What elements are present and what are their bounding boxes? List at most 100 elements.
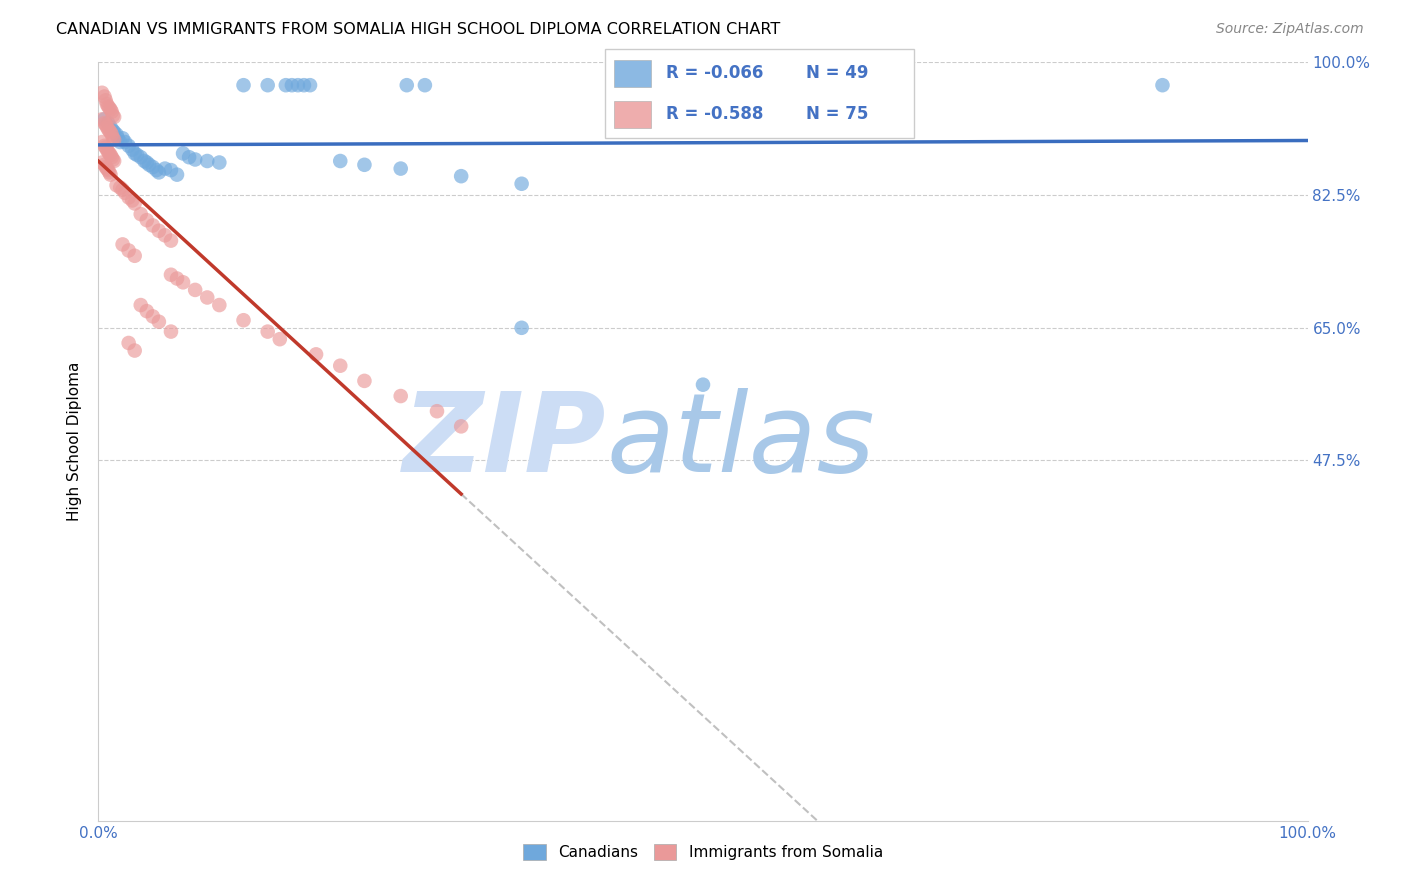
Point [510, 320, 533, 334]
Point [389, 161, 412, 176]
Point [256, 78, 278, 92]
Point [118, 335, 141, 350]
Point [160, 234, 183, 248]
Point [103, 125, 125, 139]
Point [107, 131, 129, 145]
Text: Source: ZipAtlas.com: Source: ZipAtlas.com [1216, 22, 1364, 37]
Point [98, 123, 121, 137]
Point [124, 343, 146, 358]
Point [305, 347, 328, 361]
Point [96, 143, 118, 157]
Point [127, 148, 149, 162]
Point [97, 145, 120, 159]
Point [138, 158, 160, 172]
Point [232, 78, 254, 92]
Point [153, 161, 176, 176]
Point [97, 116, 120, 130]
Point [118, 244, 141, 258]
Point [97, 163, 120, 178]
Point [142, 219, 165, 233]
Point [172, 275, 194, 289]
Point [426, 404, 449, 418]
Point [93, 116, 115, 130]
Point [97, 99, 120, 113]
Point [195, 291, 218, 305]
Point [124, 249, 146, 263]
Point [111, 237, 134, 252]
FancyBboxPatch shape [605, 49, 914, 138]
Point [94, 94, 117, 108]
Point [114, 186, 136, 200]
Point [114, 135, 136, 149]
Point [121, 143, 143, 157]
Point [100, 104, 122, 119]
Text: CANADIAN VS IMMIGRANTS FROM SOMALIA HIGH SCHOOL DIPLOMA CORRELATION CHART: CANADIAN VS IMMIGRANTS FROM SOMALIA HIGH… [56, 22, 780, 37]
Point [450, 419, 472, 434]
Text: N = 49: N = 49 [806, 64, 868, 82]
Point [101, 153, 124, 167]
Point [97, 122, 120, 136]
Point [100, 168, 122, 182]
Text: ZIP: ZIP [402, 388, 606, 495]
Point [329, 153, 352, 168]
Point [153, 228, 176, 243]
Point [103, 153, 125, 168]
Point [166, 168, 188, 182]
Point [145, 163, 167, 178]
Y-axis label: High School Diploma: High School Diploma [67, 362, 83, 521]
Point [292, 78, 315, 92]
Point [111, 183, 134, 197]
Point [91, 86, 114, 100]
Point [94, 160, 117, 174]
Point [94, 118, 117, 132]
Point [98, 165, 121, 179]
Point [184, 283, 207, 297]
Point [281, 78, 304, 92]
Point [510, 177, 533, 191]
Point [91, 155, 114, 169]
Point [776, 78, 799, 92]
Point [103, 133, 125, 147]
Point [752, 78, 775, 92]
Point [108, 135, 131, 149]
Point [100, 150, 122, 164]
Point [160, 325, 183, 339]
Point [208, 298, 231, 312]
Point [450, 169, 472, 184]
Point [287, 78, 309, 92]
Point [765, 78, 787, 92]
Point [100, 125, 122, 139]
Point [93, 138, 115, 153]
Point [100, 128, 122, 142]
Point [299, 78, 322, 92]
Point [96, 120, 118, 134]
Point [134, 153, 156, 168]
Point [96, 161, 118, 176]
Point [129, 298, 152, 312]
Point [91, 135, 114, 149]
Point [103, 110, 125, 124]
Point [208, 155, 231, 169]
Point [124, 146, 146, 161]
Point [96, 97, 118, 112]
Point [124, 196, 146, 211]
Text: N = 75: N = 75 [806, 105, 868, 123]
Point [101, 123, 124, 137]
Point [353, 158, 375, 172]
Point [160, 163, 183, 178]
Point [121, 194, 143, 208]
Point [166, 271, 188, 285]
Point [135, 213, 157, 227]
Text: R = -0.588: R = -0.588 [666, 105, 763, 123]
Point [98, 101, 121, 115]
Point [93, 112, 115, 127]
Point [100, 103, 122, 117]
Point [148, 165, 170, 179]
Point [184, 153, 207, 167]
Point [148, 315, 170, 329]
FancyBboxPatch shape [614, 60, 651, 87]
Point [269, 332, 291, 346]
Point [135, 304, 157, 318]
Point [129, 207, 152, 221]
Point [118, 190, 141, 204]
